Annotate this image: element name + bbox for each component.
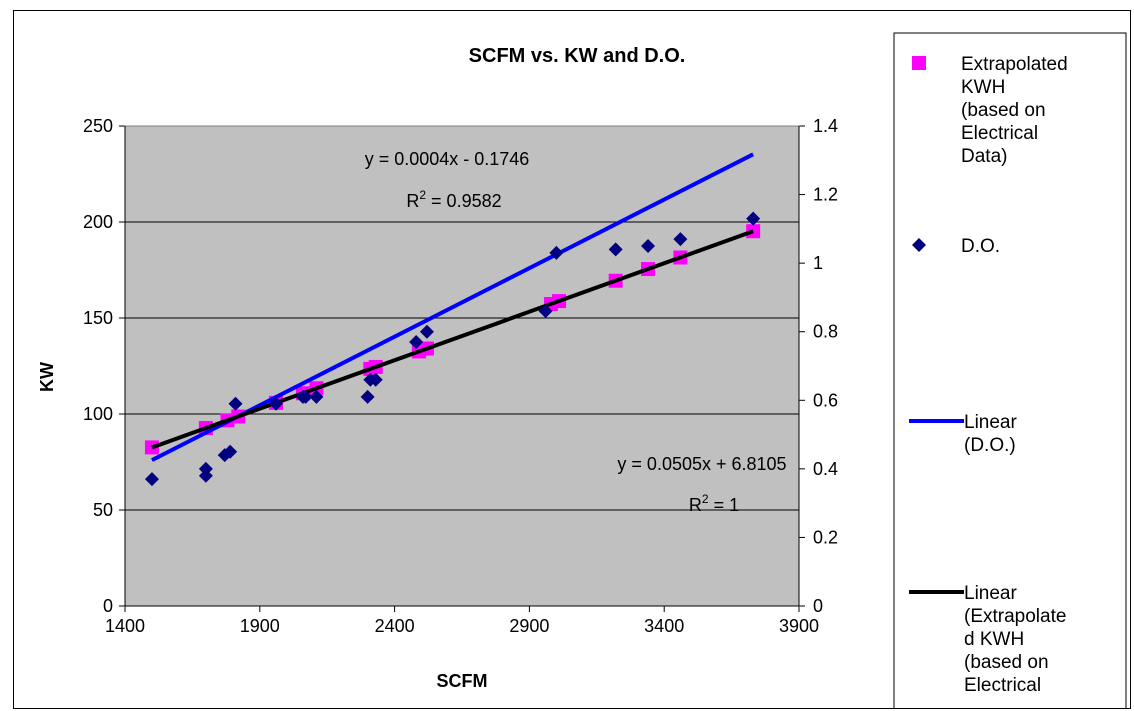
- y-tick-label: 250: [83, 116, 113, 136]
- legend-label: (D.O.): [964, 435, 1016, 456]
- y2-tick-label: 0.6: [813, 390, 838, 410]
- legend-label: Linear: [964, 583, 1017, 604]
- legend-label: Data): [961, 146, 1007, 167]
- plot-area: 0 50 100 150 200 250 0 0.2 0.4 0.6 0.8 1 1.2 1.4 1400 1…: [83, 116, 838, 636]
- y-tick-label: 0: [103, 596, 113, 616]
- x-tick-label: 3400: [644, 616, 684, 636]
- legend-label: KWH: [961, 77, 1005, 98]
- do-point: [673, 232, 688, 247]
- y2-tick-label: 0.8: [813, 322, 838, 342]
- x-tick-label: 2900: [509, 616, 549, 636]
- trendline-equation: y = 0.0505x + 6.8105: [617, 454, 786, 474]
- chart-svg: SCFM vs. KW and D.O. 0 50 100 150 200 250 0 0.2…: [37, 32, 1127, 708]
- do-point: [228, 396, 243, 411]
- legend-kwh-symbol: [912, 56, 926, 70]
- do-point: [608, 242, 623, 257]
- y-axis-label: KW: [37, 362, 57, 392]
- do-point: [144, 472, 159, 487]
- trendline-r2: R2 = 1: [689, 492, 739, 515]
- trendline: [151, 229, 754, 450]
- legend-label: D.O.: [961, 236, 1000, 257]
- x-tick-label: 1900: [240, 616, 280, 636]
- y2-tick-label: 1.2: [813, 185, 838, 205]
- chart-frame: SCFM vs. KW and D.O. 0 50 100 150 200 250 0 0.2…: [13, 10, 1131, 709]
- y2-tick-label: 1: [813, 253, 823, 273]
- y2-tick-label: 0.4: [813, 459, 838, 479]
- trendline-r2: R2 = 0.9582: [406, 188, 501, 211]
- plot-background: [125, 126, 799, 606]
- y-tick-label: 150: [83, 308, 113, 328]
- do-point: [641, 239, 656, 253]
- do-point: [309, 389, 324, 404]
- do-point: [298, 389, 313, 404]
- legend-label: d KWH: [964, 629, 1024, 650]
- x-tick-label: 1400: [105, 616, 145, 636]
- trendline-equation: y = 0.0004x - 0.1746: [365, 149, 530, 169]
- legend-box: [893, 32, 1127, 708]
- legend-label: Extrapolated: [961, 54, 1068, 75]
- do-point: [198, 461, 213, 476]
- legend-label: Electrical: [964, 675, 1041, 696]
- do-point: [368, 372, 383, 387]
- do-point: [360, 389, 375, 404]
- do-point: [268, 396, 283, 411]
- y2-tick-label: 0: [813, 596, 823, 616]
- legend-label: (Extrapolate: [964, 606, 1066, 627]
- do-point: [746, 211, 761, 226]
- y-tick-label: 50: [93, 500, 113, 520]
- x-axis-label: SCFM: [437, 671, 488, 691]
- do-point: [419, 324, 434, 339]
- x-tick-label: 2400: [375, 616, 415, 636]
- legend-label: Electrical: [961, 123, 1038, 144]
- do-point: [538, 304, 553, 319]
- do-point: [409, 335, 424, 349]
- do-point: [549, 245, 564, 260]
- kwh-point: [746, 224, 761, 239]
- x-tick-label: 3900: [779, 616, 819, 636]
- do-point: [223, 444, 238, 459]
- y2-tick-label: 1.4: [813, 116, 838, 136]
- trendline: [151, 152, 755, 462]
- legend-do-symbol: [912, 238, 926, 252]
- y-tick-label: 200: [83, 212, 113, 232]
- legend-label: (based on: [961, 100, 1046, 121]
- legend-label: (based on: [964, 652, 1049, 673]
- chart-title: SCFM vs. KW and D.O.: [469, 45, 686, 67]
- y-tick-label: 100: [83, 404, 113, 424]
- legend-label: Linear: [964, 412, 1017, 433]
- y2-tick-label: 0.2: [813, 527, 838, 547]
